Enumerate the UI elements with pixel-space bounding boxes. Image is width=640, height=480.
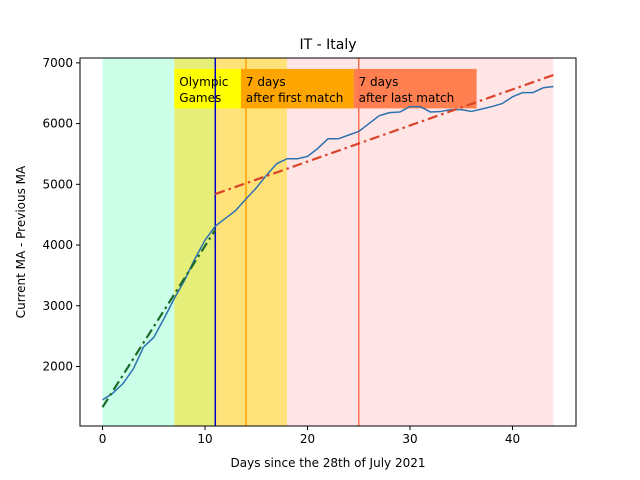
x-tick-label-2: 20 — [300, 432, 315, 446]
annotation-label-2: 7 days after last match — [359, 75, 455, 105]
shaded-band-1 — [174, 58, 216, 426]
annotation-label-0: Olympic Games — [179, 75, 228, 105]
plot-area: Olympic Games 7 days after first match 7 day… — [101, 58, 554, 426]
shaded-band-3 — [287, 58, 554, 426]
x-axis-label: Days since the 28th of July 2021 — [231, 456, 426, 470]
y-axis-label: Current MA - Previous MA — [14, 165, 28, 318]
annotation-box-1 — [240, 68, 354, 109]
x-tick-label-4: 40 — [505, 432, 520, 446]
series-line-2 — [214, 73, 554, 196]
x-tick-label-3: 30 — [402, 432, 417, 446]
series-line-0 — [102, 85, 554, 401]
y-tick-label-3: 5000 — [42, 177, 73, 191]
y-tick-label-2: 4000 — [42, 238, 73, 252]
x-tick-label-0: 0 — [99, 432, 107, 446]
y-tick-label-5: 7000 — [42, 56, 73, 70]
shaded-band-0 — [102, 58, 175, 426]
x-tick-label-1: 10 — [197, 432, 212, 446]
chart-title: IT - Italy — [299, 37, 356, 53]
shaded-band-2 — [215, 58, 288, 426]
annotation-box-2 — [353, 68, 477, 109]
annotation-box-0 — [174, 68, 241, 109]
series-line-1 — [101, 229, 217, 408]
annotation-label-1: 7 days after first match — [246, 75, 343, 105]
y-tick-label-0: 2000 — [42, 359, 73, 373]
y-tick-label-4: 6000 — [42, 117, 73, 131]
y-tick-label-1: 3000 — [42, 299, 73, 313]
axes-frame — [79, 57, 577, 427]
axes: 0 10 20 30 40 2000 3000 4000 5000 6000 7000 — [42, 56, 520, 446]
